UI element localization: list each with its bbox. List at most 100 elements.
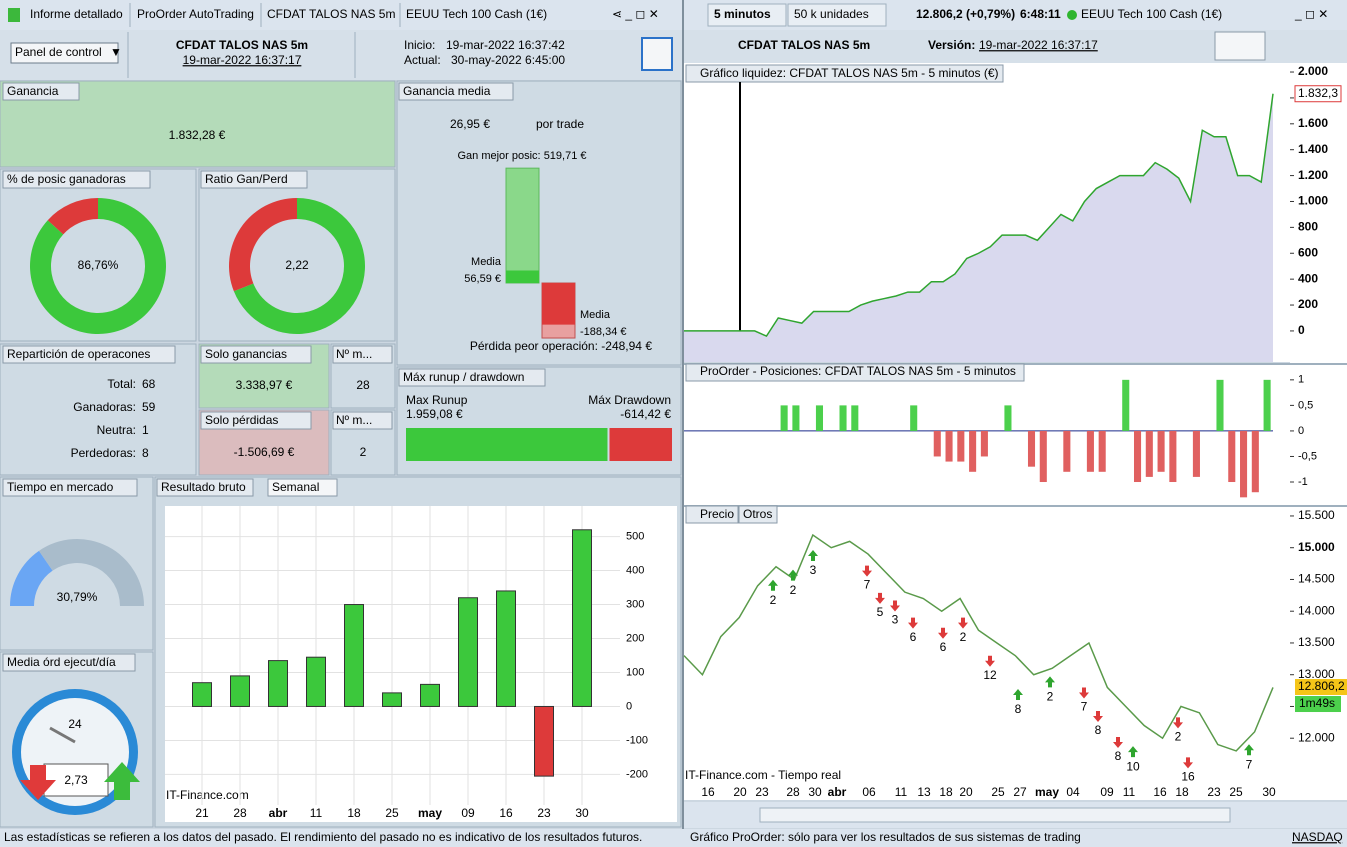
drawdown-label: Máx Drawdown <box>588 393 671 407</box>
quote: 12.806,2 (+0,79%) <box>916 7 1015 21</box>
y-tick-label: 800 <box>1298 220 1318 234</box>
bar <box>945 430 953 462</box>
row-value: 1 <box>142 423 149 437</box>
marker-count: 8 <box>1115 749 1122 763</box>
x-tick-label: 16 <box>701 785 715 799</box>
timeframe-dropdown[interactable] <box>707 3 787 27</box>
worst-value: -248,94 € <box>601 339 652 353</box>
x-tick-label: may <box>418 806 442 820</box>
bar <box>420 683 440 707</box>
market-title: Tiempo en mercado <box>7 480 114 494</box>
y-tick-label: 13.000 <box>1298 667 1335 681</box>
worst-label: Pérdida peor operación: <box>470 339 598 353</box>
bar <box>496 590 516 707</box>
tab[interactable]: CFDAT TALOS NAS 5m <box>267 7 395 21</box>
bar <box>1192 430 1200 477</box>
gains-count: 28 <box>356 378 370 392</box>
others-tab[interactable]: Otros <box>743 507 772 521</box>
bar <box>792 405 800 431</box>
bar <box>458 597 478 707</box>
marker-count: 12 <box>983 668 997 682</box>
bar <box>230 675 250 707</box>
menu-dropdown[interactable] <box>10 42 119 64</box>
status-dot <box>1067 10 1077 20</box>
runup-label: Max Runup <box>406 393 468 407</box>
y-tick-label: 500 <box>626 530 644 542</box>
version[interactable]: 19-mar-2022 16:37:17 <box>979 38 1098 52</box>
timeframe[interactable]: 5 minutos <box>714 7 771 21</box>
units-dropdown[interactable] <box>787 3 887 27</box>
x-tick-label: 18 <box>939 785 953 799</box>
system-name: CFDAT TALOS NAS 5m <box>176 38 308 52</box>
current-label: Actual: <box>404 53 441 67</box>
x-tick-label: 21 <box>195 806 209 820</box>
y-tick-label: 14.000 <box>1298 603 1335 617</box>
tag <box>2 170 151 189</box>
last-box <box>1295 679 1347 696</box>
bar <box>1216 379 1224 431</box>
scrollbar[interactable] <box>759 807 1231 823</box>
marker-count: 2 <box>1047 690 1054 704</box>
marker-count: 6 <box>910 630 917 644</box>
bar <box>1169 430 1177 483</box>
row-value: 59 <box>142 400 156 414</box>
loss-avg-bar <box>542 283 575 325</box>
menu[interactable]: Panel de control <box>15 45 102 59</box>
tab[interactable]: EEUU Tech 100 Cash (1€) <box>406 7 547 21</box>
x-tick-label: 30 <box>575 806 589 820</box>
x-tick-label: 09 <box>1100 785 1114 799</box>
drawdown-bar <box>609 428 672 461</box>
window-controls[interactable]: _ ◻ ✕ <box>1294 7 1328 21</box>
tag[interactable] <box>685 505 739 524</box>
tag <box>156 478 254 497</box>
marker-count: 10 <box>1126 759 1140 773</box>
sell-marker <box>938 627 948 639</box>
app-icon <box>8 8 20 22</box>
dial-needle <box>49 726 76 744</box>
worst: Pérdida peor operación: -248,94 € <box>470 339 652 353</box>
x-tick-label: 30 <box>808 785 822 799</box>
mode-dropdown[interactable] <box>267 478 338 497</box>
units[interactable]: 50 k unidades <box>794 7 869 21</box>
tag[interactable] <box>738 505 778 524</box>
gauge-rest <box>38 539 144 606</box>
weekly-mode[interactable]: Semanal <box>272 480 319 494</box>
bar <box>1133 430 1142 483</box>
footer-left: Las estadísticas se refieren a los datos… <box>4 830 642 844</box>
x-tick-label: 13 <box>917 785 931 799</box>
tag <box>685 363 1025 382</box>
sell-marker <box>1173 717 1183 729</box>
settings-icon[interactable] <box>641 37 673 71</box>
tab[interactable]: ProOrder AutoTrading <box>137 7 254 21</box>
y-tick-label: 1.200 <box>1298 168 1328 182</box>
tag <box>200 170 308 189</box>
system-date[interactable]: 19-mar-2022 16:37:17 <box>183 53 302 67</box>
gain-value: 1.832,28 € <box>169 128 226 142</box>
footer-right: Gráfico ProOrder: sólo para ver los resu… <box>690 830 1081 844</box>
buy-marker <box>1128 746 1138 758</box>
row-value: 68 <box>142 377 156 391</box>
tab[interactable]: Informe detallado <box>30 7 123 21</box>
losses-title: Solo pérdidas <box>205 413 278 427</box>
price-tab[interactable]: Precio <box>700 507 734 521</box>
best-bar <box>505 167 540 284</box>
runup-title: Máx runup / drawdown <box>403 370 524 384</box>
x-tick-label: 30 <box>1262 785 1276 799</box>
marker-count: 3 <box>810 563 817 577</box>
distribution-panel <box>0 343 197 476</box>
y-tick-label: -0,5 <box>1298 450 1317 462</box>
exchange[interactable]: NASDAQ <box>1292 830 1343 844</box>
y-tick-label: 400 <box>626 564 644 576</box>
menu-arrow[interactable]: ▼ <box>110 45 122 59</box>
window-controls[interactable]: ⋖ _ ◻ ✕ <box>612 7 659 21</box>
status-bar <box>0 829 1347 847</box>
bar <box>306 656 326 707</box>
tag <box>2 653 136 672</box>
buy-marker <box>768 579 778 591</box>
win-arc <box>29 198 166 334</box>
buy-marker <box>1013 689 1023 701</box>
marker-count: 7 <box>1246 757 1253 771</box>
marker-count: 3 <box>892 613 899 627</box>
chart-icon[interactable] <box>1214 31 1266 61</box>
